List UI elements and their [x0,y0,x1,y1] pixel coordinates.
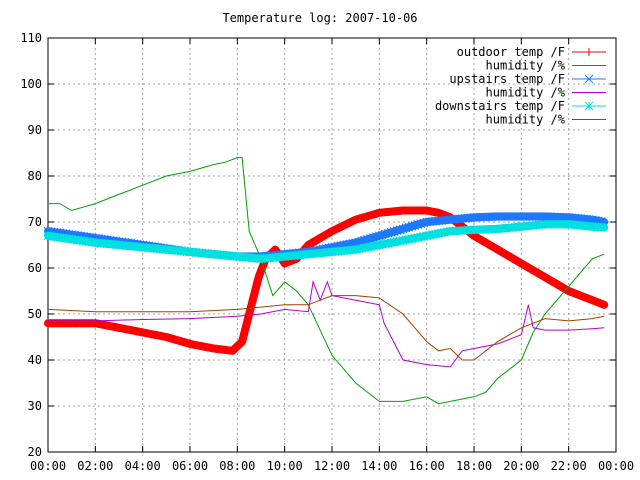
series-line [48,157,605,405]
legend-marker [584,74,594,84]
x-tick-label: 04:00 [125,459,161,473]
series-5 [43,219,609,264]
x-tick-label: 10:00 [267,459,303,473]
y-tick-label: 60 [28,261,42,275]
series-markers [280,255,298,268]
series-markers [493,245,523,266]
series-markers [374,225,405,241]
series-markers [422,206,440,217]
legend-label: downstairs temp /F [435,99,565,113]
x-tick-label: 02:00 [77,459,113,473]
series-markers [587,222,606,232]
y-tick-label: 110 [20,31,42,45]
series-markers [493,212,523,221]
series-markers [564,213,594,224]
x-tick-label: 08:00 [219,459,255,473]
series-markers [398,232,429,245]
series-group [43,157,609,405]
x-tick-label: 18:00 [456,459,492,473]
y-tick-label: 80 [28,169,42,183]
series-markers [422,215,452,227]
series-markers [469,212,500,222]
series-6 [47,295,605,361]
series-markers [398,218,429,234]
legend-label: humidity /% [486,59,566,73]
y-tick-label: 40 [28,353,42,367]
legend-label: upstairs temp /F [449,72,565,86]
series-markers [228,339,244,355]
series-markers [162,333,192,348]
series-markers [588,296,606,308]
series-markers [445,213,476,225]
legend-marker [585,48,593,56]
x-tick-label: 22:00 [551,459,587,473]
y-tick-label: 20 [28,445,42,459]
series-markers [138,242,192,256]
legend-label: outdoor temp /F [457,45,565,59]
axes: 20 30 40 50 60 70 80 90 100 110 00:00 02:00 04:00 06:… [20,31,634,473]
series-markers [186,339,215,352]
x-tick-label: 16:00 [409,459,445,473]
y-tick-label: 70 [28,215,42,229]
plot-frame [47,37,617,453]
x-tick-label: 00:00 [30,459,66,473]
series-4 [48,279,605,368]
series-markers [351,232,381,248]
series-markers [564,287,594,304]
series-markers [115,323,144,336]
series-markers [185,247,239,261]
y-tick-label: 100 [20,77,42,91]
series-markers [327,238,358,252]
series-markers [516,212,547,221]
series-markers [517,259,547,280]
legend-label: humidity /% [486,86,566,100]
series-line [48,279,605,368]
x-tick-label: 20:00 [503,459,539,473]
legend-marker [584,101,594,111]
series-markers [470,231,500,253]
series-markers [328,216,358,236]
x-tick-label: 14:00 [361,459,397,473]
series-line [47,295,605,361]
series-markers [422,227,452,241]
legend-label: humidity /% [486,113,566,127]
series-markers [43,226,97,243]
x-tick-label: 12:00 [314,459,350,473]
series-markers [351,241,381,254]
chart-title: Temperature log: 2007-10-06 [222,11,417,25]
series-markers [374,236,405,250]
series-markers [540,212,571,222]
y-tick-label: 90 [28,123,42,137]
series-markers [90,238,145,252]
series-markers [238,313,253,346]
series-markers [351,209,381,224]
x-tick-label: 00:00 [598,459,634,473]
y-tick-label: 50 [28,307,42,321]
x-tick-label: 06:00 [172,459,208,473]
series-markers [91,319,121,332]
series-2 [48,157,605,405]
y-tick-label: 30 [28,399,42,413]
series-markers [304,228,334,249]
series-markers [43,231,97,247]
series-markers [587,215,606,226]
series-markers [138,328,168,341]
